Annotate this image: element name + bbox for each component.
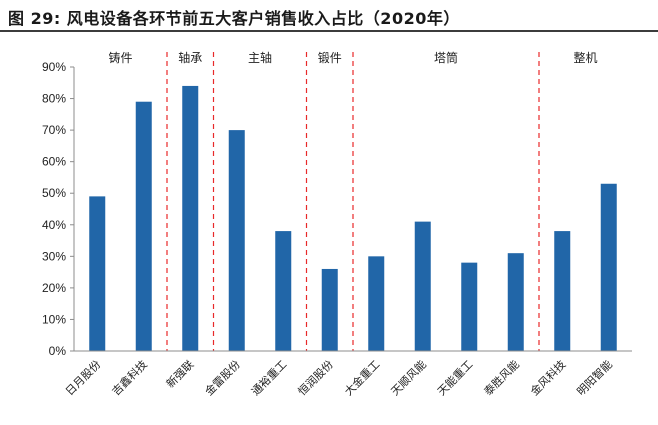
group-separators [166, 52, 540, 351]
y-axis: 0% 10% 20% 30% 40% 50% 60% 70% 80% 90% [42, 60, 75, 358]
bar [321, 268, 338, 351]
figure-header: 图 29: 风电设备各环节前五大客户销售收入占比（2020年） [0, 0, 658, 32]
x-tick-label: 新强联 [163, 357, 196, 390]
group-label: 轴承 [178, 50, 202, 65]
group-label: 主轴 [248, 50, 272, 65]
y-tick-label: 60% [42, 155, 66, 169]
x-tick-label: 大金重工 [341, 357, 382, 398]
group-label: 铸件 [108, 50, 132, 65]
x-tick-label: 吉鑫科技 [109, 357, 150, 398]
bar [182, 85, 199, 351]
bars [89, 85, 617, 351]
x-tick-label: 明阳智能 [574, 357, 615, 398]
group-label: 整机 [573, 50, 597, 65]
y-tick-label: 10% [42, 312, 66, 326]
y-tick-label: 30% [42, 249, 66, 263]
y-tick-label: 80% [42, 92, 66, 106]
y-tick-label: 40% [42, 218, 66, 232]
group-label: 塔筒 [434, 50, 458, 65]
bar [554, 231, 571, 351]
bar [275, 231, 292, 351]
group-label: 锻件 [318, 51, 342, 65]
bar [228, 130, 245, 351]
x-tick-label: 通裕重工 [248, 357, 289, 398]
x-tick-label: 恒润股份 [295, 357, 336, 398]
bar [507, 253, 524, 351]
figure-title: 图 29: 风电设备各环节前五大客户销售收入占比（2020年） [8, 9, 460, 28]
x-tick-label: 金雷股份 [202, 357, 243, 398]
x-axis: 日月股份 吉鑫科技 新强联 金雷股份 通裕重工 恒润股份 大金重工 天顺风能 天能重工 泰胜风能金… [63, 350, 632, 398]
bar [461, 262, 478, 351]
bar [135, 101, 152, 351]
bar [600, 183, 617, 351]
y-tick-label: 20% [42, 281, 66, 295]
x-tick-label: 泰胜风能 [481, 357, 522, 398]
bar [89, 196, 106, 351]
bar [414, 221, 431, 351]
x-tick-label: 天顺风能 [388, 357, 429, 398]
bar [368, 256, 385, 351]
x-tick-label: 日月股份 [63, 358, 103, 398]
x-tick-label: 天能重工 [434, 357, 475, 398]
y-tick-label: 0% [49, 344, 67, 358]
y-tick-label: 70% [42, 123, 66, 137]
x-tick-label: 金风科技 [527, 357, 568, 398]
y-tick-label: 90% [42, 60, 66, 74]
group-labels: 铸件 轴承 主轴 锻件 塔筒 整机 [108, 50, 597, 65]
y-tick-label: 50% [42, 186, 66, 200]
